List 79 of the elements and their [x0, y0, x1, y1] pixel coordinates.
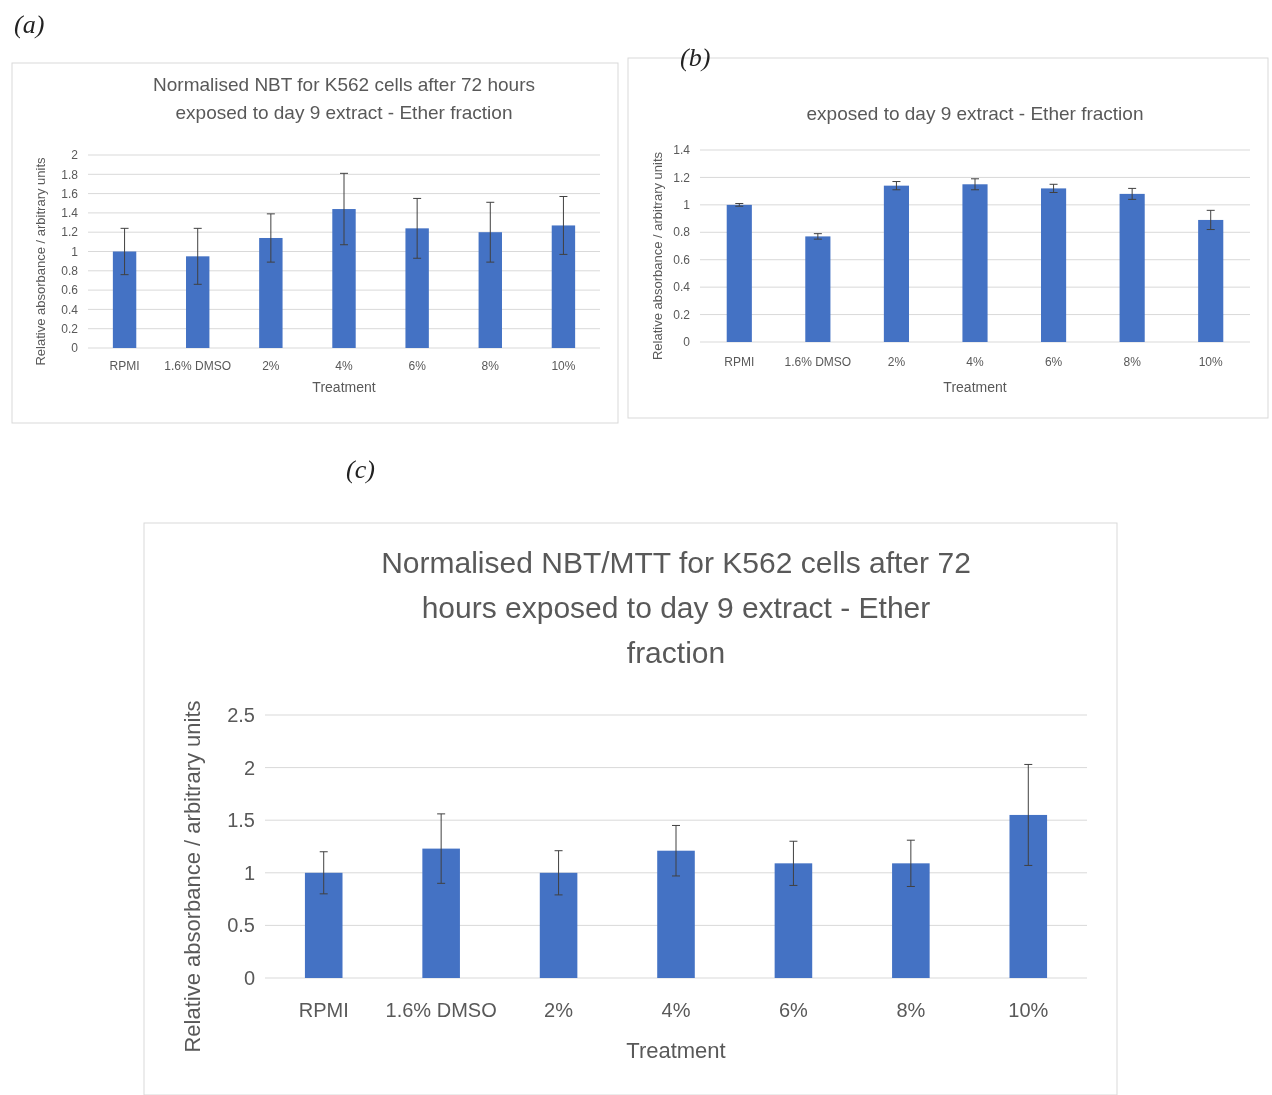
y-tick-label: 0 [683, 335, 691, 350]
bar [551, 225, 576, 348]
bar [112, 251, 137, 348]
bar [774, 863, 813, 978]
chart-title: Normalised NBT/MTT for K562 cells after 72 hours exposed to day 9 extract - Ether fraction [381, 546, 971, 669]
y-tick-label: 1 [243, 861, 255, 884]
x-tick-label: 4% [966, 355, 984, 369]
y-axis-title: Relative absorbance / arbitrary units [650, 151, 665, 361]
bar [962, 184, 988, 342]
y-tick-label: 1.6 [61, 186, 79, 201]
y-tick-label: 0.4 [61, 302, 79, 317]
x-tick-label: 4% [335, 359, 353, 373]
bar [1041, 188, 1067, 342]
y-tick-label: 0.4 [673, 280, 691, 295]
x-tick-label: 1.6% DMSO [784, 355, 852, 369]
bar [422, 848, 460, 978]
y-tick-label: 2 [71, 148, 79, 163]
y-tick-label: 1.4 [673, 143, 691, 158]
y-tick-label: 1.2 [673, 170, 691, 185]
x-tick-label: 6% [408, 359, 427, 373]
x-tick-label: 10% [1008, 999, 1049, 1021]
x-tick-label: 2% [887, 355, 906, 369]
bar [1198, 219, 1224, 342]
x-tick-label: 8% [896, 999, 926, 1021]
y-axis-title: Relative absorbance / arbitrary units [180, 700, 205, 1053]
y-tick-label: 2.5 [227, 704, 255, 726]
x-tick-label: 8% [481, 359, 500, 373]
y-tick-label: 0.6 [61, 283, 79, 298]
x-tick-label: 1.6% DMSO [164, 359, 232, 373]
bar [805, 236, 831, 342]
x-tick-label: RPMI [298, 999, 349, 1021]
y-tick-label: 0.5 [227, 914, 255, 937]
x-tick-label: 10% [1198, 355, 1224, 369]
x-tick-label: 6% [778, 999, 809, 1021]
y-tick-label: 0.8 [61, 264, 79, 278]
bar [657, 850, 695, 978]
bar [186, 256, 210, 348]
bar [1119, 193, 1145, 342]
bar [332, 209, 356, 348]
x-tick-label: 4% [661, 999, 691, 1021]
y-tick-label: 1.8 [61, 167, 79, 182]
y-tick-label: 0.2 [673, 307, 691, 322]
y-tick-label: 1 [71, 244, 79, 259]
bar [259, 237, 283, 348]
x-tick-label: RPMI [109, 359, 140, 373]
y-axis-title: Relative absorbance / arbitrary units [33, 156, 48, 366]
chart-title: Normalised NBT for K562 cells after 72 hours exposed to day 9 extract - Ether fraction [153, 74, 535, 123]
x-axis-title: Treatment [626, 1038, 726, 1063]
x-axis-title: Treatment [943, 379, 1007, 395]
y-tick-label: 0.8 [673, 225, 691, 240]
y-tick-label: 0 [71, 341, 79, 356]
text: (a) [14, 10, 45, 39]
text: (c) [346, 455, 375, 484]
y-tick-label: 2 [243, 756, 255, 779]
y-tick-label: 1 [683, 198, 691, 213]
x-tick-label: 10% [551, 359, 576, 373]
bar [478, 232, 502, 348]
y-tick-label: 0 [243, 967, 255, 989]
x-tick-label: 1.6% DMSO [385, 999, 497, 1021]
y-tick-label: 1.4 [61, 206, 79, 221]
bar [304, 872, 343, 978]
x-tick-label: 2% [262, 359, 280, 373]
x-tick-label: 6% [1044, 355, 1063, 369]
x-tick-label: RPMI [724, 355, 755, 369]
chart-title: exposed to day 9 extract - Ether fraction [806, 103, 1144, 124]
x-tick-label: 8% [1123, 355, 1142, 369]
x-axis-title: Treatment [312, 379, 376, 395]
bar [1009, 814, 1048, 978]
bar [405, 228, 429, 348]
bar [892, 863, 930, 978]
x-tick-label: 2% [544, 999, 574, 1021]
bar [726, 204, 752, 342]
y-tick-label: 1.2 [61, 225, 79, 240]
text: (b) [680, 43, 711, 72]
y-tick-label: 0.2 [61, 321, 79, 336]
y-tick-label: 1.5 [227, 809, 255, 832]
bar [539, 872, 578, 978]
y-tick-label: 0.6 [673, 252, 691, 267]
bar [883, 185, 909, 342]
